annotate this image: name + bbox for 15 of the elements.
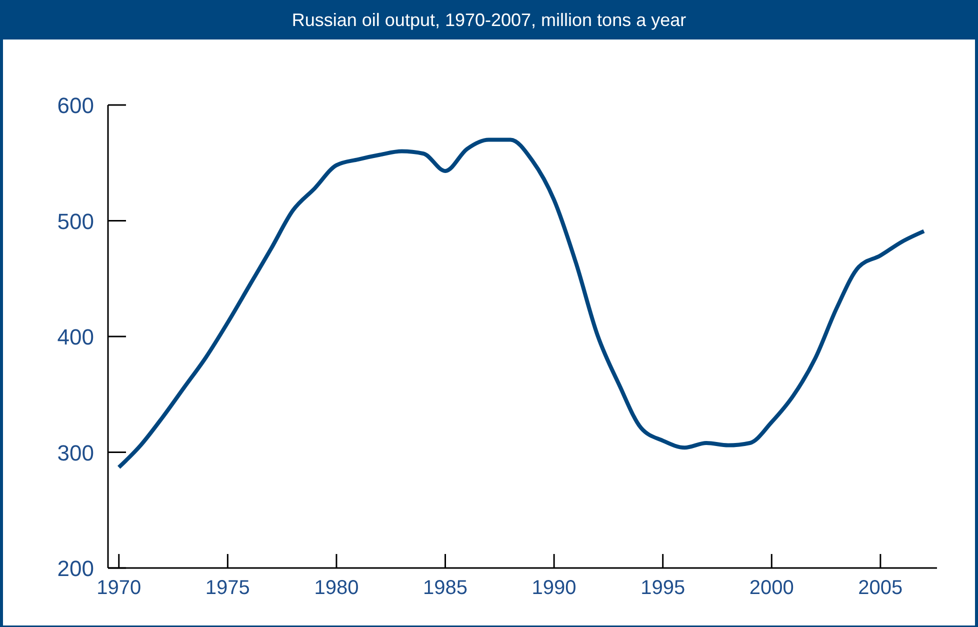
x-tick-label: 1990 (532, 577, 576, 599)
chart-title: Russian oil output, 1970-2007, million tons a year (292, 10, 686, 30)
x-tick-label: 1975 (205, 577, 250, 599)
y-tick-label: 200 (57, 556, 94, 581)
line-series (116, 138, 926, 470)
y-tick-label: 400 (57, 324, 94, 350)
y-tick-label: 300 (57, 440, 94, 466)
y-tick-label: 500 (57, 208, 94, 234)
x-tick-label: 2005 (858, 577, 903, 599)
x-tick-label: 1970 (96, 577, 142, 599)
x-tick-label: 1980 (314, 577, 359, 599)
x-tick-label: 1985 (423, 577, 468, 599)
x-tick-label: 2000 (749, 577, 794, 599)
x-tick-label: 1995 (640, 577, 686, 599)
y-tick-label: 600 (57, 93, 94, 118)
